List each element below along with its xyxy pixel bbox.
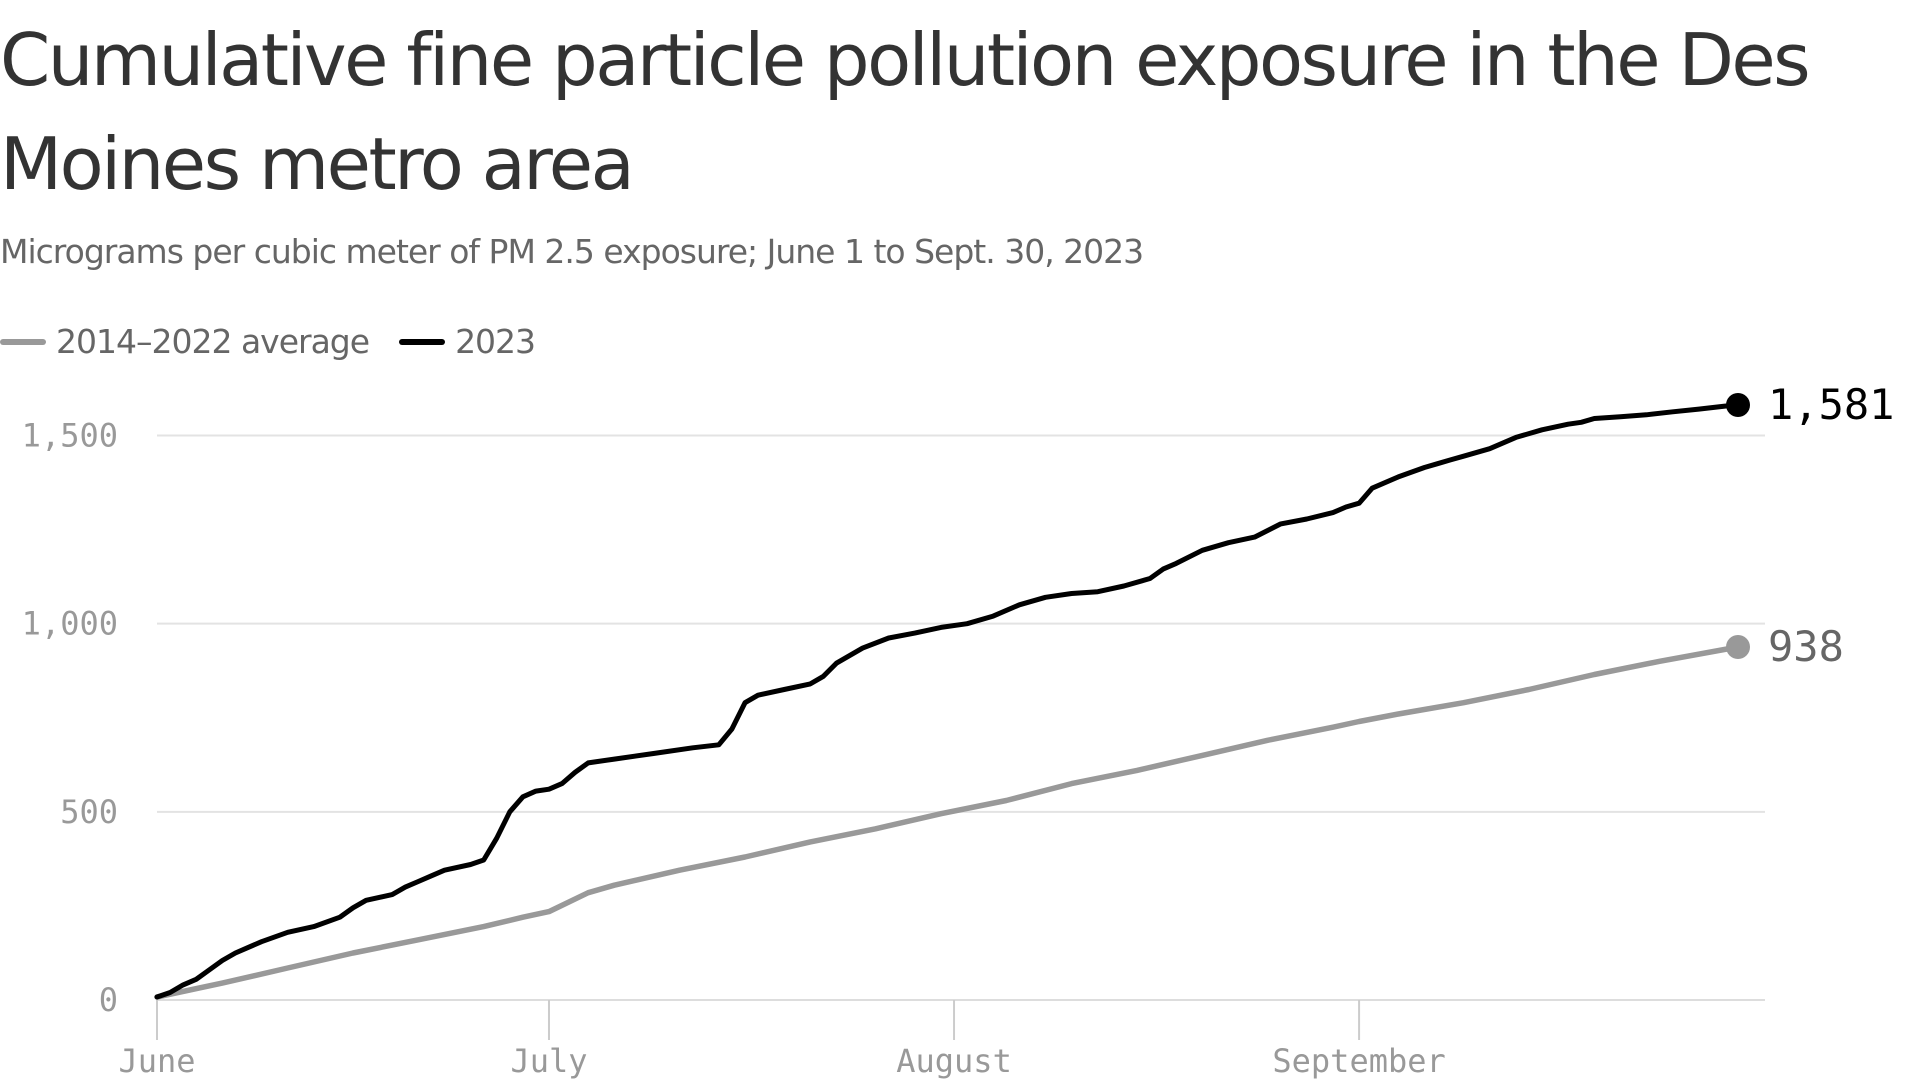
- x-tick-label-2: August: [896, 1042, 1012, 1080]
- series-line-average: [154, 644, 1741, 1000]
- y-tick-label-1: 500: [60, 793, 118, 831]
- x-tick-label-0: June: [118, 1042, 195, 1080]
- legend-swatch-2023: [399, 338, 446, 345]
- y-tick-label-0: 0: [99, 981, 118, 1019]
- chart-title: Cumulative fine particle pollution expos…: [0, 18, 1811, 206]
- chart-subtitle: Micrograms per cubic meter of PM 2.5 exp…: [0, 232, 1144, 271]
- end-markers: 938 1,581: [1726, 380, 1894, 671]
- legend-swatch-average: [0, 338, 46, 345]
- end-point-average: [1726, 634, 1750, 659]
- series-lines: [154, 402, 1741, 1000]
- y-tick-label-3: 1,500: [22, 416, 118, 454]
- x-tick-label-1: July: [510, 1042, 587, 1080]
- legend-label-average: 2014–2022 average: [56, 322, 370, 361]
- y-tick-label-2: 1,000: [22, 605, 118, 643]
- end-label-2023: 1,581: [1768, 380, 1894, 429]
- legend-label-2023: 2023: [455, 322, 536, 361]
- gridlines: [157, 434, 1765, 1001]
- end-point-2023: [1726, 393, 1750, 417]
- chart-legend: 2014–2022 average 2023: [0, 322, 565, 361]
- legend-item-2023: 2023: [399, 322, 536, 361]
- x-axis-ticks: June July August September: [118, 1000, 1446, 1080]
- x-tick-label-3: September: [1272, 1042, 1445, 1080]
- y-axis-ticks: 0 500 1,000 1,500: [22, 416, 118, 1019]
- legend-item-average: 2014–2022 average: [0, 322, 370, 361]
- end-label-average: 938: [1768, 622, 1844, 671]
- series-line-2023: [154, 402, 1741, 1000]
